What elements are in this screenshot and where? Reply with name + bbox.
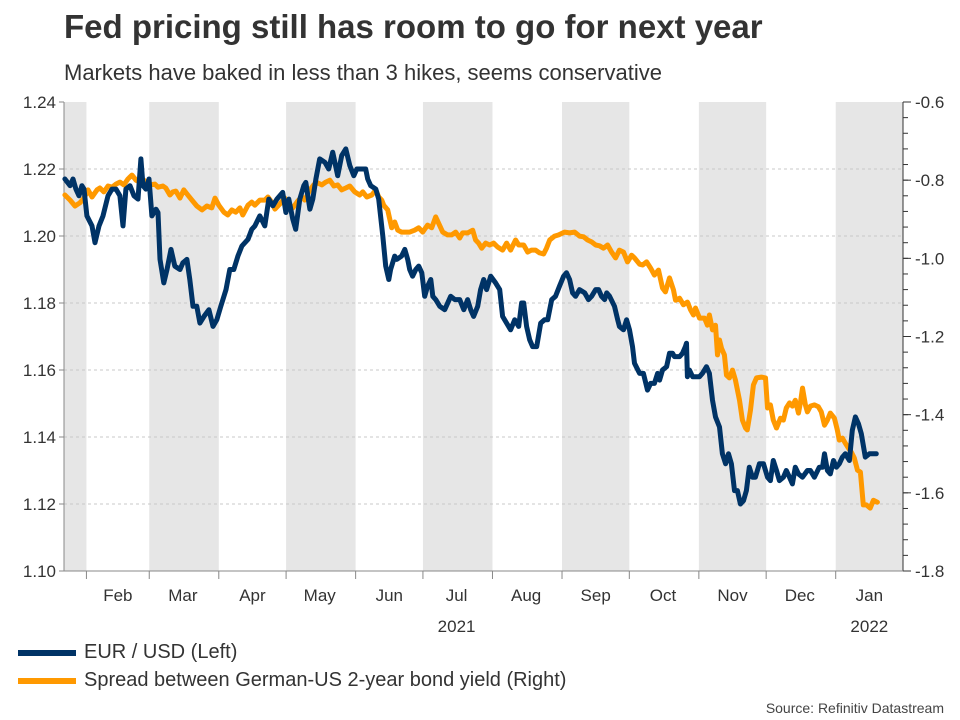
shaded-month-band xyxy=(422,102,493,571)
x-axis-month-label: Jun xyxy=(376,586,403,605)
legend-item-eur-usd: EUR / USD (Left) xyxy=(18,641,237,664)
shaded-month-band xyxy=(562,102,630,571)
x-axis-month-label: Jan xyxy=(856,586,883,605)
x-axis-month-label: Mar xyxy=(168,586,198,605)
source-note: Source: Refinitiv Datastream xyxy=(765,700,944,716)
right-axis-tick-label: -1.2 xyxy=(915,328,944,347)
legend-item-spread: Spread between German-US 2-year bond yie… xyxy=(18,669,566,692)
series-line-spread xyxy=(62,172,880,511)
x-axis-year-label: 2021 xyxy=(438,617,476,636)
right-axis-tick-label: -1.8 xyxy=(915,562,944,581)
legend-swatch-spread xyxy=(18,677,76,684)
chart-subtitle: Markets have baked in less than 3 hikes,… xyxy=(64,60,662,85)
left-axis-tick-label: 1.10 xyxy=(23,562,56,581)
right-axis-tick-label: -0.6 xyxy=(915,93,944,112)
legend-label-eur-usd: EUR / USD (Left) xyxy=(84,641,238,663)
left-axis-tick-label: 1.18 xyxy=(23,294,56,313)
legend-swatch-eur-usd xyxy=(18,649,76,656)
chart-title: Fed pricing still has room to go for nex… xyxy=(64,8,763,45)
x-axis-month-label: Oct xyxy=(650,586,677,605)
right-axis-tick-label: -1.4 xyxy=(915,406,944,425)
left-axis-tick-label: 1.22 xyxy=(23,160,56,179)
right-axis-tick-label: -1.0 xyxy=(915,249,944,268)
shaded-month-band xyxy=(64,102,87,571)
x-axis-month-label: Jul xyxy=(446,586,468,605)
legend-label-spread: Spread between German-US 2-year bond yie… xyxy=(84,669,567,691)
x-axis-month-label: Feb xyxy=(103,586,132,605)
shaded-month-band xyxy=(698,102,767,571)
x-axis-year-label: 2022 xyxy=(850,617,888,636)
right-axis-tick-label: -0.8 xyxy=(915,171,944,190)
x-axis-month-label: Apr xyxy=(239,586,266,605)
series-line-eur-usd xyxy=(62,146,879,507)
left-axis-tick-label: 1.24 xyxy=(23,93,56,112)
shaded-month-band xyxy=(286,102,356,571)
x-axis-month-label: Nov xyxy=(717,586,748,605)
left-axis-tick-label: 1.14 xyxy=(23,428,56,447)
right-axis-tick-label: -1.6 xyxy=(915,484,944,503)
shaded-month-band xyxy=(835,102,903,571)
x-axis-month-label: May xyxy=(304,586,337,605)
x-axis-month-label: Sep xyxy=(581,586,611,605)
shaded-month-band xyxy=(149,102,219,571)
left-axis-tick-label: 1.20 xyxy=(23,227,56,246)
x-axis-month-label: Aug xyxy=(511,586,541,605)
left-axis-tick-label: 1.16 xyxy=(23,361,56,380)
left-axis-tick-label: 1.12 xyxy=(23,495,56,514)
x-axis-month-label: Dec xyxy=(785,586,816,605)
